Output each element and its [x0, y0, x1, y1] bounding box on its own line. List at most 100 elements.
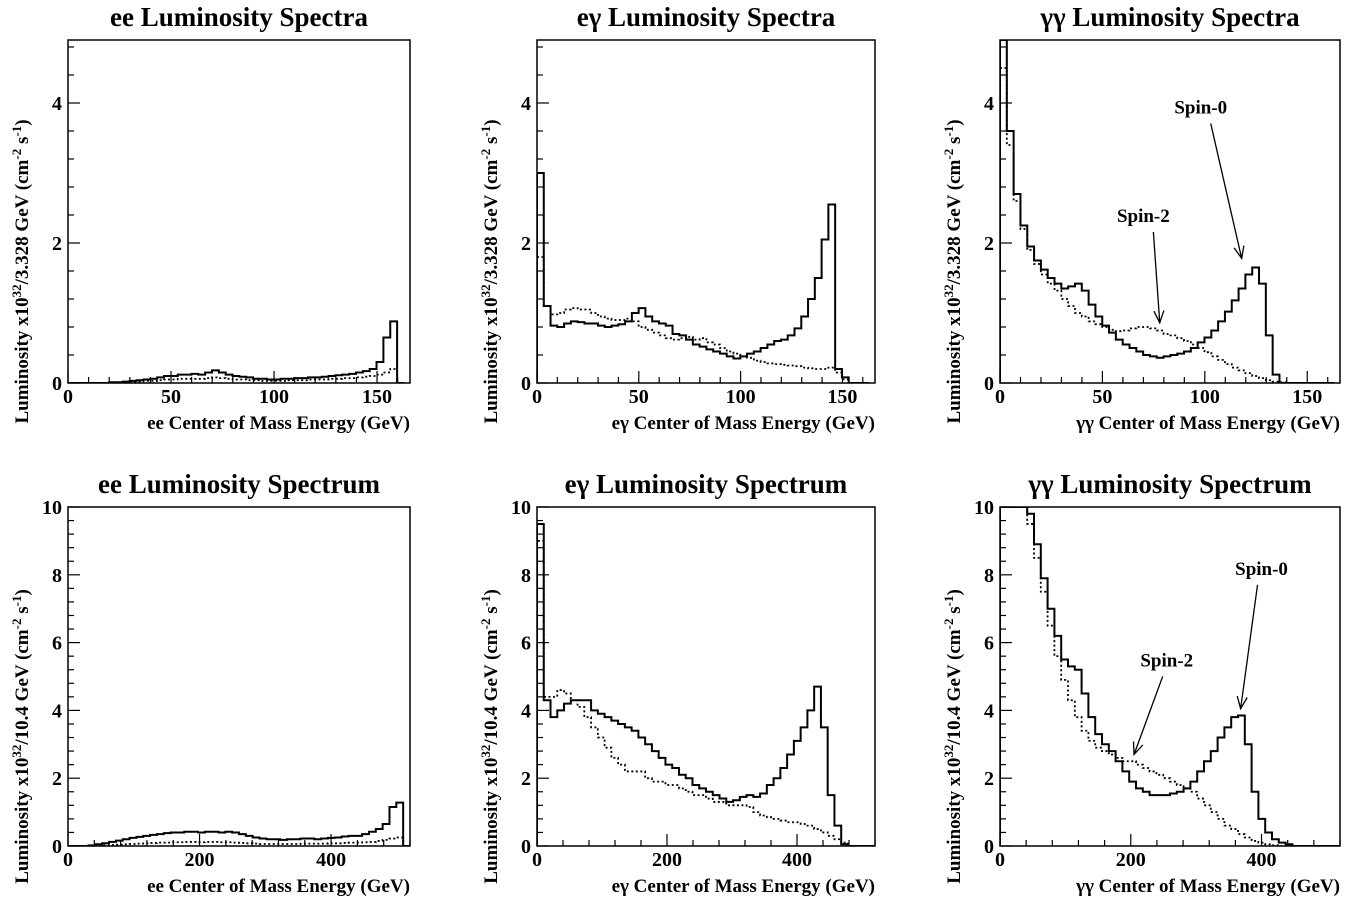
series-dotted-histogram: [537, 540, 875, 846]
annotation-arrow-line: [1210, 123, 1243, 259]
y-tick-label: 2: [984, 768, 994, 790]
x-tick-label: 400: [316, 849, 346, 871]
x-tick-label: 50: [161, 386, 181, 408]
y-tick-label: 10: [974, 497, 994, 519]
series-solid-histogram: [537, 522, 875, 846]
chart-panel-1: ee Luminosity Spectra 0 50 100 150 0 2 4 ee Cent…: [9, 2, 411, 434]
x-tick-label: 0: [63, 849, 73, 871]
y-tick-label: 8: [52, 565, 62, 587]
y-tick-label: 2: [984, 233, 994, 255]
y-tick-label: 2: [52, 768, 62, 790]
x-tick-label: 150: [1292, 386, 1322, 408]
x-tick-label: 0: [532, 849, 542, 871]
x-axis-label: γγ Center of Mass Energy (GeV): [1075, 876, 1340, 897]
plot-frame: [67, 39, 411, 384]
series-solid-histogram: [68, 320, 404, 383]
y-tick-label: 10: [42, 497, 62, 519]
annotation-label: Spin-0: [1174, 98, 1227, 119]
x-axis-label: ee Center of Mass Energy (GeV): [147, 413, 410, 434]
annotation-arrow-line: [1152, 231, 1161, 323]
series-dotted-histogram: [68, 368, 404, 383]
series-dotted-histogram: [537, 256, 870, 383]
x-tick-label: 150: [827, 386, 857, 408]
plot-frame: [999, 39, 1341, 384]
plot-frame: [536, 506, 876, 847]
x-tick-label: 0: [532, 386, 542, 408]
y-tick-label: 0: [521, 373, 531, 395]
annotation-label: Spin-0: [1235, 559, 1288, 580]
x-axis-label: ee Center of Mass Energy (GeV): [147, 876, 410, 897]
x-tick-label: 0: [63, 386, 73, 408]
chart-panel-6: γγ Luminosity Spectrum 0 200 400 0 2 4 6 8 10 γγ C…: [941, 469, 1341, 897]
chart-panel-5: eγ Luminosity Spectrum 0 200 400 0 2 4 6 8 10 eγ C…: [478, 469, 876, 897]
chart-title: eγ Luminosity Spectra: [577, 2, 836, 32]
y-tick-label: 10: [511, 497, 531, 519]
y-tick-label: 0: [984, 836, 994, 858]
y-tick-label: 8: [984, 565, 994, 587]
x-tick-label: 0: [995, 849, 1005, 871]
series-solid-histogram: [1000, 40, 1334, 383]
annotation-label: Spin-2: [1140, 650, 1193, 671]
arrow-head-icon: [1132, 741, 1144, 757]
y-axis-label: Luminosity x1032/10.4 GeV (cm-2 s-1): [9, 589, 34, 884]
annotation-arrow-line: [1239, 584, 1259, 709]
series-dotted-histogram: [1000, 67, 1334, 383]
y-tick-label: 4: [984, 93, 994, 115]
y-axis-label: Luminosity x1032/3.328 GeV (cm-2 s-1): [941, 119, 966, 423]
chart-title: ee Luminosity Spectra: [110, 2, 368, 32]
y-tick-label: 4: [52, 700, 62, 722]
x-tick-label: 100: [1190, 386, 1220, 408]
x-tick-label: 200: [652, 849, 682, 871]
x-tick-label: 200: [185, 849, 215, 871]
y-tick-label: 6: [984, 633, 994, 655]
arrow-head-icon: [1153, 310, 1165, 325]
y-axis-label: Luminosity x1032/10.4 GeV (cm-2 s-1): [941, 589, 966, 884]
x-axis-label: eγ Center of Mass Energy (GeV): [612, 413, 875, 434]
y-tick-label: 0: [521, 836, 531, 858]
y-tick-label: 4: [984, 700, 994, 722]
y-tick-label: 2: [521, 233, 531, 255]
x-tick-label: 400: [782, 849, 812, 871]
x-tick-label: 150: [362, 386, 392, 408]
annotation-arrow-line: [1133, 676, 1164, 755]
chart-panel-3: γγ Luminosity Spectra 0 50 100 150 0 2 4 γγ Cent…: [941, 2, 1341, 434]
chart-panel-2: eγ Luminosity Spectra 0 50 100 150 0 2 4 eγ Cent…: [478, 2, 876, 434]
x-tick-label: 0: [995, 386, 1005, 408]
series-solid-histogram: [68, 801, 410, 846]
x-axis-label: γγ Center of Mass Energy (GeV): [1075, 413, 1340, 434]
y-tick-label: 6: [521, 633, 531, 655]
series-solid-histogram: [1000, 507, 1340, 846]
chart-title: eγ Luminosity Spectrum: [565, 469, 848, 499]
y-axis-label: Luminosity x1032/3.328 GeV (cm-2 s-1): [9, 119, 34, 423]
annotation-label: Spin-2: [1117, 206, 1170, 227]
y-axis-label: Luminosity x1032/3.328 GeV (cm-2 s-1): [478, 119, 503, 423]
y-tick-label: 0: [984, 373, 994, 395]
y-tick-label: 8: [521, 565, 531, 587]
x-tick-label: 100: [726, 386, 756, 408]
plot-frame: [67, 506, 411, 847]
y-tick-label: 0: [52, 836, 62, 858]
series-dotted-histogram: [68, 836, 410, 846]
y-tick-label: 0: [52, 373, 62, 395]
x-tick-label: 50: [1092, 386, 1112, 408]
series-solid-histogram: [537, 172, 870, 383]
y-axis-label: Luminosity x1032/10.4 GeV (cm-2 s-1): [478, 589, 503, 884]
y-tick-label: 6: [52, 633, 62, 655]
y-tick-label: 2: [521, 768, 531, 790]
chart-title: γγ Luminosity Spectrum: [1027, 469, 1312, 499]
chart-panel-4: ee Luminosity Spectrum 0 200 400 0 2 4 6 8 10 ee C…: [9, 469, 411, 897]
plot-frame: [536, 39, 876, 384]
y-tick-label: 4: [52, 93, 62, 115]
arrow-head-icon: [1233, 245, 1245, 261]
y-tick-label: 4: [521, 700, 531, 722]
y-tick-label: 4: [521, 93, 531, 115]
x-tick-label: 200: [1116, 849, 1146, 871]
y-tick-label: 2: [52, 233, 62, 255]
series-dotted-histogram: [1000, 507, 1340, 846]
x-tick-label: 100: [259, 386, 289, 408]
chart-title: γγ Luminosity Spectra: [1039, 2, 1300, 32]
x-tick-label: 400: [1247, 849, 1277, 871]
x-tick-label: 50: [629, 386, 649, 408]
x-axis-label: eγ Center of Mass Energy (GeV): [612, 876, 875, 897]
